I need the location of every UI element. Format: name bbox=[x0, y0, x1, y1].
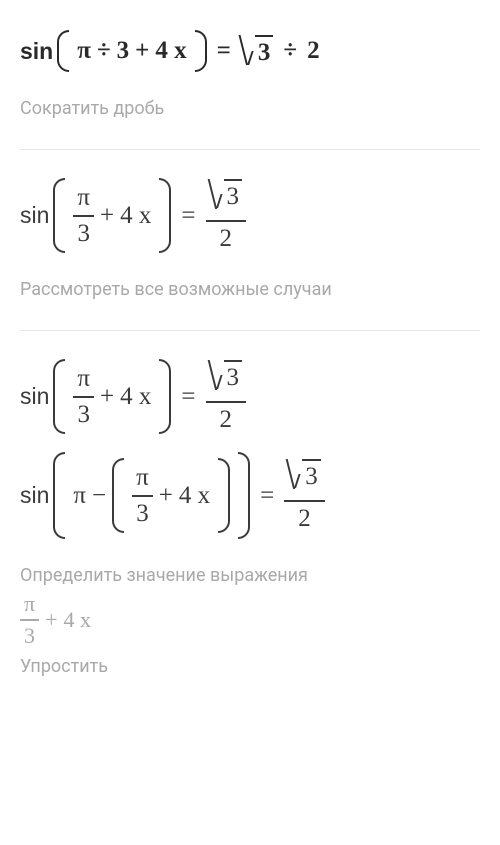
num-three: 3 bbox=[20, 619, 39, 648]
paren-group-outer: π − π 3 + 4 x bbox=[53, 452, 250, 539]
num-three: 3 bbox=[132, 495, 153, 528]
pi-symbol: π bbox=[20, 592, 39, 619]
paren-group: π 3 + 4 x bbox=[53, 178, 171, 253]
sqrt: 3 bbox=[210, 360, 243, 392]
sin-label: sin bbox=[20, 38, 53, 65]
four-x: 4 x bbox=[179, 482, 210, 510]
pi-symbol: π bbox=[77, 37, 91, 65]
fraction-sqrt3-over-2: 3 2 bbox=[206, 360, 247, 434]
pi-symbol: π bbox=[73, 184, 94, 215]
sqrt: 3 bbox=[210, 179, 243, 211]
math-expression: sin π 3 + 4 x = 3 bbox=[20, 172, 480, 265]
minus-op: − bbox=[86, 482, 112, 510]
sqrt: 3 bbox=[241, 35, 274, 67]
equation-original: sin π ÷ 3 + 4 x = 3 ÷ 2 Сократить дробь bbox=[20, 24, 480, 137]
four-x: 4 x bbox=[120, 202, 151, 230]
plus-op: + bbox=[129, 37, 155, 65]
pi-symbol: π bbox=[73, 365, 94, 396]
paren-group: π 3 + 4 x bbox=[53, 359, 171, 434]
sin-label: sin bbox=[20, 482, 49, 509]
num-three: 3 bbox=[73, 396, 94, 429]
sub-expression: π 3 + 4 x bbox=[20, 592, 480, 654]
divider bbox=[20, 149, 480, 150]
divide-op: ÷ bbox=[277, 37, 303, 65]
sqrt: 3 bbox=[288, 459, 321, 491]
fraction-sqrt3-over-2: 3 2 bbox=[284, 459, 325, 533]
case-1: sin π 3 + 4 x = 3 bbox=[20, 353, 480, 446]
pi-symbol: π bbox=[73, 482, 86, 510]
step-caption-reduce: Сократить дробь bbox=[20, 84, 480, 137]
radicand: 3 bbox=[224, 179, 243, 211]
case-2: sin π − π 3 + 4 x bbox=[20, 446, 480, 551]
sin-label: sin bbox=[20, 383, 49, 410]
step-caption-cases: Рассмотреть все возможные случаи bbox=[20, 265, 480, 318]
plus-op: + bbox=[153, 482, 179, 510]
fraction-pi-over-3: π 3 bbox=[73, 365, 94, 428]
eq-op: = bbox=[211, 37, 237, 65]
four-x: 4 x bbox=[120, 383, 151, 411]
pi-symbol: π bbox=[132, 464, 153, 495]
paren-group-inner: π 3 + 4 x bbox=[112, 458, 230, 533]
plus-op: + bbox=[39, 607, 63, 633]
eq-op: = bbox=[175, 383, 201, 411]
math-expression: sin π ÷ 3 + 4 x = 3 ÷ 2 bbox=[20, 24, 480, 84]
fraction-sqrt3-over-2: 3 2 bbox=[206, 179, 247, 253]
divide-op: ÷ bbox=[91, 37, 117, 65]
num-three: 3 bbox=[73, 215, 94, 248]
paren-group: π ÷ 3 + 4 x bbox=[57, 30, 206, 72]
eq-op: = bbox=[254, 482, 280, 510]
num-three: 3 bbox=[117, 37, 130, 65]
fraction-pi-over-3: π 3 bbox=[132, 464, 153, 527]
equation-fraction-form: sin π 3 + 4 x = 3 bbox=[20, 172, 480, 318]
four-x: 4 x bbox=[155, 37, 186, 65]
radicand: 3 bbox=[302, 459, 321, 491]
eq-op: = bbox=[175, 202, 201, 230]
num-two: 2 bbox=[284, 500, 325, 533]
step-caption-simplify: Упростить bbox=[20, 654, 480, 683]
fraction-pi-over-3: π 3 bbox=[20, 592, 39, 648]
num-two: 2 bbox=[206, 401, 247, 434]
four-x: 4 x bbox=[64, 607, 92, 633]
num-two: 2 bbox=[307, 37, 320, 65]
plus-op: + bbox=[94, 383, 120, 411]
step-caption-determine: Определить значение выражения bbox=[20, 551, 480, 592]
divider bbox=[20, 330, 480, 331]
radicand: 3 bbox=[224, 360, 243, 392]
plus-op: + bbox=[94, 202, 120, 230]
radicand: 3 bbox=[255, 35, 274, 67]
num-two: 2 bbox=[206, 220, 247, 253]
fraction-pi-over-3: π 3 bbox=[73, 184, 94, 247]
equation-cases: sin π 3 + 4 x = 3 bbox=[20, 353, 480, 683]
sin-label: sin bbox=[20, 202, 49, 229]
